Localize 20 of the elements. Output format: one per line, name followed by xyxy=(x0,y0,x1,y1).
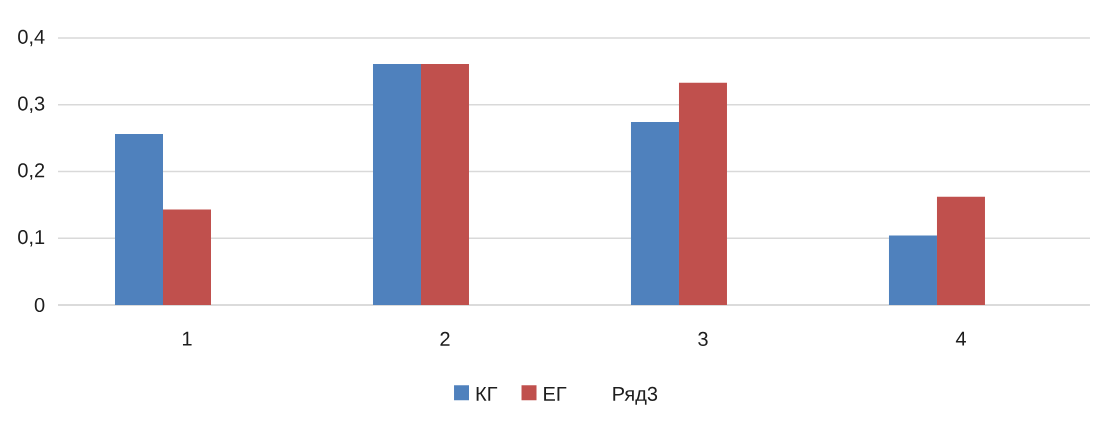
x-tick-label: 4 xyxy=(955,331,966,346)
bar xyxy=(420,64,469,305)
y-tick-label: 0,4 xyxy=(18,29,45,47)
bar xyxy=(163,209,211,305)
y-tick-label: 0 xyxy=(34,297,45,313)
bar xyxy=(630,122,679,305)
bar xyxy=(936,196,985,305)
y-tick-label: 0,2 xyxy=(18,163,45,180)
text: Ряд3 xyxy=(613,386,658,405)
bar xyxy=(678,82,727,305)
bar xyxy=(115,134,163,305)
x-tick-label: 3 xyxy=(698,331,708,347)
bar xyxy=(372,64,421,305)
y-tick-label: 0,1 xyxy=(18,229,45,247)
x-tick-label: 2 xyxy=(440,331,450,346)
x-tick-label: 1 xyxy=(182,331,192,346)
y-tick-label: 0,3 xyxy=(18,96,45,114)
legend-label: ЕГ xyxy=(544,386,567,401)
legend-label: КГ xyxy=(476,386,498,401)
bar xyxy=(888,235,937,305)
